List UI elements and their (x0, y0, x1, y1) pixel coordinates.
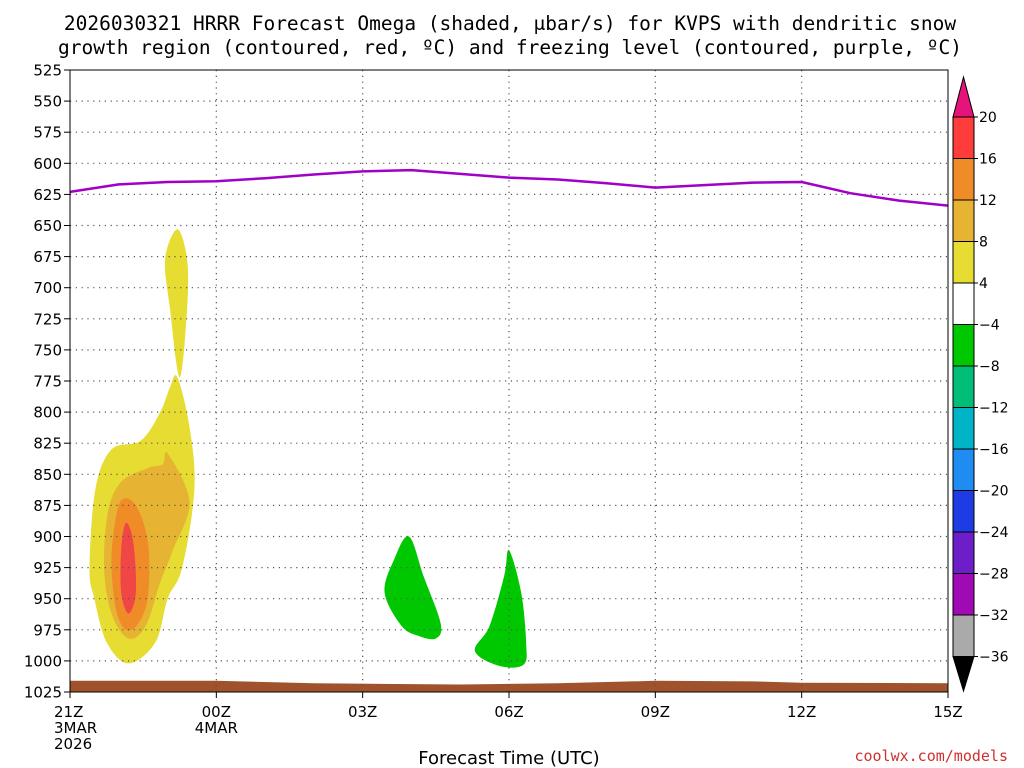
y-tick-label-650: 650 (33, 217, 62, 235)
x-tick-label-0-1: 3MAR (54, 719, 97, 737)
y-tick-label-600: 600 (33, 155, 62, 173)
y-tick-label-975: 975 (33, 621, 62, 639)
colorbar-top-triangle (952, 75, 975, 118)
colorbar-segment-5 (952, 324, 975, 367)
colorbar-label-4: 4 (979, 276, 988, 292)
x-tick-label-5-0: 12Z (787, 703, 816, 721)
y-tick-label-1000: 1000 (24, 652, 62, 670)
y-tick-label-950: 950 (33, 590, 62, 608)
y-tick-label-525: 525 (33, 62, 62, 80)
terrain-fill (70, 680, 948, 692)
colorbar-segment-10 (952, 531, 975, 574)
colorbar-segment-0 (952, 116, 975, 159)
colorbar-label-2: 12 (979, 193, 997, 209)
colorbar: 20 16 12 8 4 −4 −8 −12 −16 −20 −24 −28 −32 −36 (952, 75, 1009, 693)
y-tick-label-775: 775 (33, 373, 62, 391)
x-tick-label-1-1: 4MAR (195, 719, 238, 737)
x-tick-label-0-0: 21Z (54, 703, 83, 721)
y-tick-label-750: 750 (33, 341, 62, 359)
y-tick-label-875: 875 (33, 497, 62, 515)
omega-region-green-minus4-minus8-a (384, 536, 442, 640)
x-axis-label: Forecast Time (UTC) (418, 748, 599, 768)
colorbar-label-1: 16 (979, 152, 997, 168)
x-tick-label-3-0: 06Z (494, 703, 523, 721)
colorbar-label-10: −24 (979, 525, 1009, 541)
colorbar-segment-12 (952, 614, 975, 657)
y-tick-label-1025: 1025 (24, 684, 62, 702)
colorbar-label-0: 20 (979, 110, 997, 126)
x-tick-label-2-0: 03Z (348, 703, 377, 721)
y-tick-label-575: 575 (33, 124, 62, 142)
y-tick-label-825: 825 (33, 435, 62, 453)
colorbar-segment-8 (952, 448, 975, 491)
x-tick-label-4-0: 09Z (641, 703, 670, 721)
colorbar-segment-6 (952, 365, 975, 408)
colorbar-segment-11 (952, 573, 975, 616)
surface-terrain-band (70, 680, 948, 692)
x-tick-label-6-0: 15Z (933, 703, 962, 721)
colorbar-label-7: −12 (979, 401, 1009, 417)
y-tick-label-725: 725 (33, 310, 62, 328)
omega-region-green-minus4-minus8-b (474, 549, 527, 668)
colorbar-label-9: −20 (979, 484, 1009, 500)
omega-region-yellow-4-8-upper (164, 229, 189, 378)
colorbar-label-5: −4 (979, 318, 1000, 334)
y-tick-label-800: 800 (33, 404, 62, 422)
y-tick-label-850: 850 (33, 466, 62, 484)
colorbar-segment-9 (952, 490, 975, 533)
colorbar-segment-2 (952, 199, 975, 242)
omega-shaded-regions (89, 229, 527, 668)
y-tick-label-925: 925 (33, 559, 62, 577)
y-tick-label-700: 700 (33, 279, 62, 297)
colorbar-bottom-triangle (952, 656, 975, 693)
freezing-level-group (69, 168, 949, 207)
colorbar-label-3: 8 (979, 235, 988, 251)
freezing-level-line (69, 168, 949, 207)
colorbar-label-6: −8 (979, 359, 1000, 375)
x-tick-label-1-0: 00Z (202, 703, 231, 721)
y-tick-label-625: 625 (33, 186, 62, 204)
chart-title-line-1: 2026030321 HRRR Forecast Omega (shaded, … (64, 12, 956, 35)
colorbar-segment-7 (952, 407, 975, 450)
colorbar-label-13: −36 (979, 650, 1009, 666)
colorbar-segment-1 (952, 158, 975, 201)
y-axis-ticks: 525 550 575 600 625 650 675 700 725 750 775 800 825 8… (24, 62, 70, 702)
colorbar-label-8: −16 (979, 442, 1009, 458)
colorbar-segment-4 (952, 282, 975, 325)
y-tick-label-675: 675 (33, 248, 62, 266)
y-tick-label-550: 550 (33, 93, 62, 111)
y-tick-label-900: 900 (33, 528, 62, 546)
grid (70, 70, 948, 692)
x-tick-label-0-2: 2026 (54, 735, 92, 753)
colorbar-label-11: −28 (979, 567, 1009, 583)
colorbar-segment-3 (952, 241, 975, 284)
credit-link[interactable]: coolwx.com/models (854, 747, 1008, 765)
colorbar-label-12: −32 (979, 608, 1009, 624)
chart-title-line-2: growth region (contoured, red, ºC) and f… (58, 36, 962, 59)
